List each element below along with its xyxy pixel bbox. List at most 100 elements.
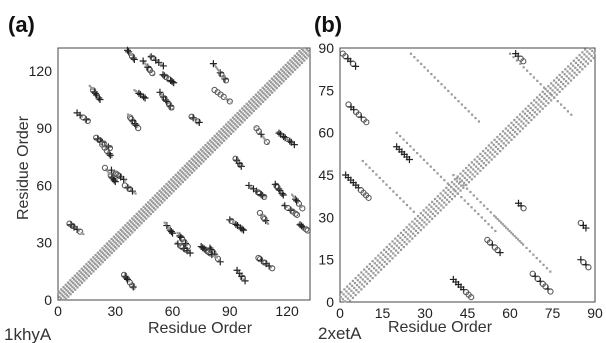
contact-dot	[358, 281, 362, 284]
contact-dot	[224, 97, 227, 100]
contact-dot	[231, 120, 234, 123]
contact-dot	[117, 245, 120, 248]
contact-dot	[261, 215, 264, 218]
contact-dot	[351, 284, 354, 287]
contact-dot	[371, 170, 375, 173]
contact-dot	[132, 218, 135, 221]
contact-dot	[529, 106, 532, 110]
predicted-contact-circle	[84, 117, 91, 125]
contact-dot	[480, 216, 483, 219]
panel-letter-b: (b)	[314, 12, 342, 37]
contact-dot	[487, 144, 490, 147]
contact-dot	[239, 119, 243, 123]
contact-dot	[225, 98, 228, 101]
contact-dot	[200, 162, 203, 165]
contact-dot	[113, 249, 116, 252]
contact-dot	[111, 239, 115, 242]
contact-dot	[453, 178, 456, 181]
contact-dot	[300, 56, 303, 59]
contact-dot	[529, 72, 532, 76]
contact-dot	[490, 158, 493, 161]
contact-dot	[222, 125, 225, 128]
contact-dot	[495, 140, 498, 144]
contact-dot	[392, 252, 395, 255]
x-tick-label: 0	[54, 303, 62, 319]
contact-dot	[413, 56, 416, 59]
contact-dot	[218, 135, 221, 138]
contact-dot	[215, 67, 219, 70]
contact-dot	[535, 256, 538, 260]
contact-dot	[124, 224, 127, 227]
contact-dot	[69, 279, 72, 282]
contact-dot	[267, 222, 270, 225]
contact-dot	[110, 237, 113, 241]
contact-dot	[151, 205, 154, 208]
contact-dot	[120, 239, 123, 242]
predicted-contact-plus	[141, 94, 149, 102]
contact-dot	[96, 251, 99, 254]
contact-dot	[226, 133, 229, 136]
contact-dot	[166, 184, 170, 187]
predicted-contact-circle	[77, 228, 84, 235]
contact-dot	[166, 188, 169, 191]
contact-dot	[277, 84, 281, 87]
contact-dot	[443, 179, 446, 182]
contact-dot	[300, 61, 304, 64]
contact-dot	[109, 241, 112, 244]
predicted-contact-circle	[292, 210, 299, 217]
contact-dot	[292, 62, 295, 65]
contact-dot	[436, 200, 439, 203]
contact-dot	[360, 271, 363, 274]
contact-dot	[60, 288, 63, 291]
y-tick-label: 30	[36, 235, 52, 251]
contact-dot	[150, 70, 153, 73]
predicted-contact-circle	[127, 114, 134, 121]
contact-dot	[193, 169, 196, 172]
contact-dot	[539, 260, 542, 263]
contact-dot	[103, 244, 106, 247]
contact-dot	[373, 267, 376, 270]
contact-dot	[552, 84, 555, 87]
contact-dot	[190, 171, 194, 174]
contact-dot	[275, 78, 279, 81]
contact-dot	[493, 214, 496, 217]
contact-dot	[209, 144, 212, 147]
contact-dot	[571, 69, 574, 72]
contact-dot	[126, 221, 129, 225]
contact-dot	[484, 219, 487, 222]
contact-dot	[494, 229, 497, 233]
contact-dot	[167, 189, 170, 192]
contact-dot	[241, 112, 244, 115]
contact-dot	[489, 151, 492, 154]
contact-dot	[423, 221, 426, 224]
predicted-contact-plus	[120, 175, 128, 183]
contact-dot	[582, 58, 585, 61]
contact-dot	[512, 123, 515, 127]
contact-dot	[341, 298, 345, 301]
contact-dot	[266, 87, 270, 90]
contact-dot	[368, 262, 371, 266]
contact-dot	[484, 147, 488, 150]
contact-dot	[69, 284, 72, 287]
contact-dot	[456, 175, 459, 178]
contact-dot	[520, 241, 523, 244]
contact-dot	[67, 295, 70, 298]
contact-dot	[136, 125, 139, 128]
contact-dot	[205, 154, 208, 157]
contact-dot	[305, 48, 308, 51]
contact-dot	[506, 129, 510, 132]
contact-dot	[591, 49, 594, 53]
contact-dot	[102, 257, 105, 260]
contact-dot	[560, 75, 563, 79]
contact-dot	[539, 83, 542, 86]
predicted-contact-plus	[405, 155, 413, 163]
contact-dot	[499, 145, 502, 148]
contact-dot	[577, 58, 580, 62]
contact-dot	[457, 100, 460, 103]
contact-dot	[382, 248, 386, 251]
contact-dot	[72, 278, 76, 281]
contact-dot	[489, 146, 493, 149]
contact-dot	[483, 157, 486, 160]
contact-dot	[100, 259, 103, 262]
contact-dot	[535, 96, 539, 99]
